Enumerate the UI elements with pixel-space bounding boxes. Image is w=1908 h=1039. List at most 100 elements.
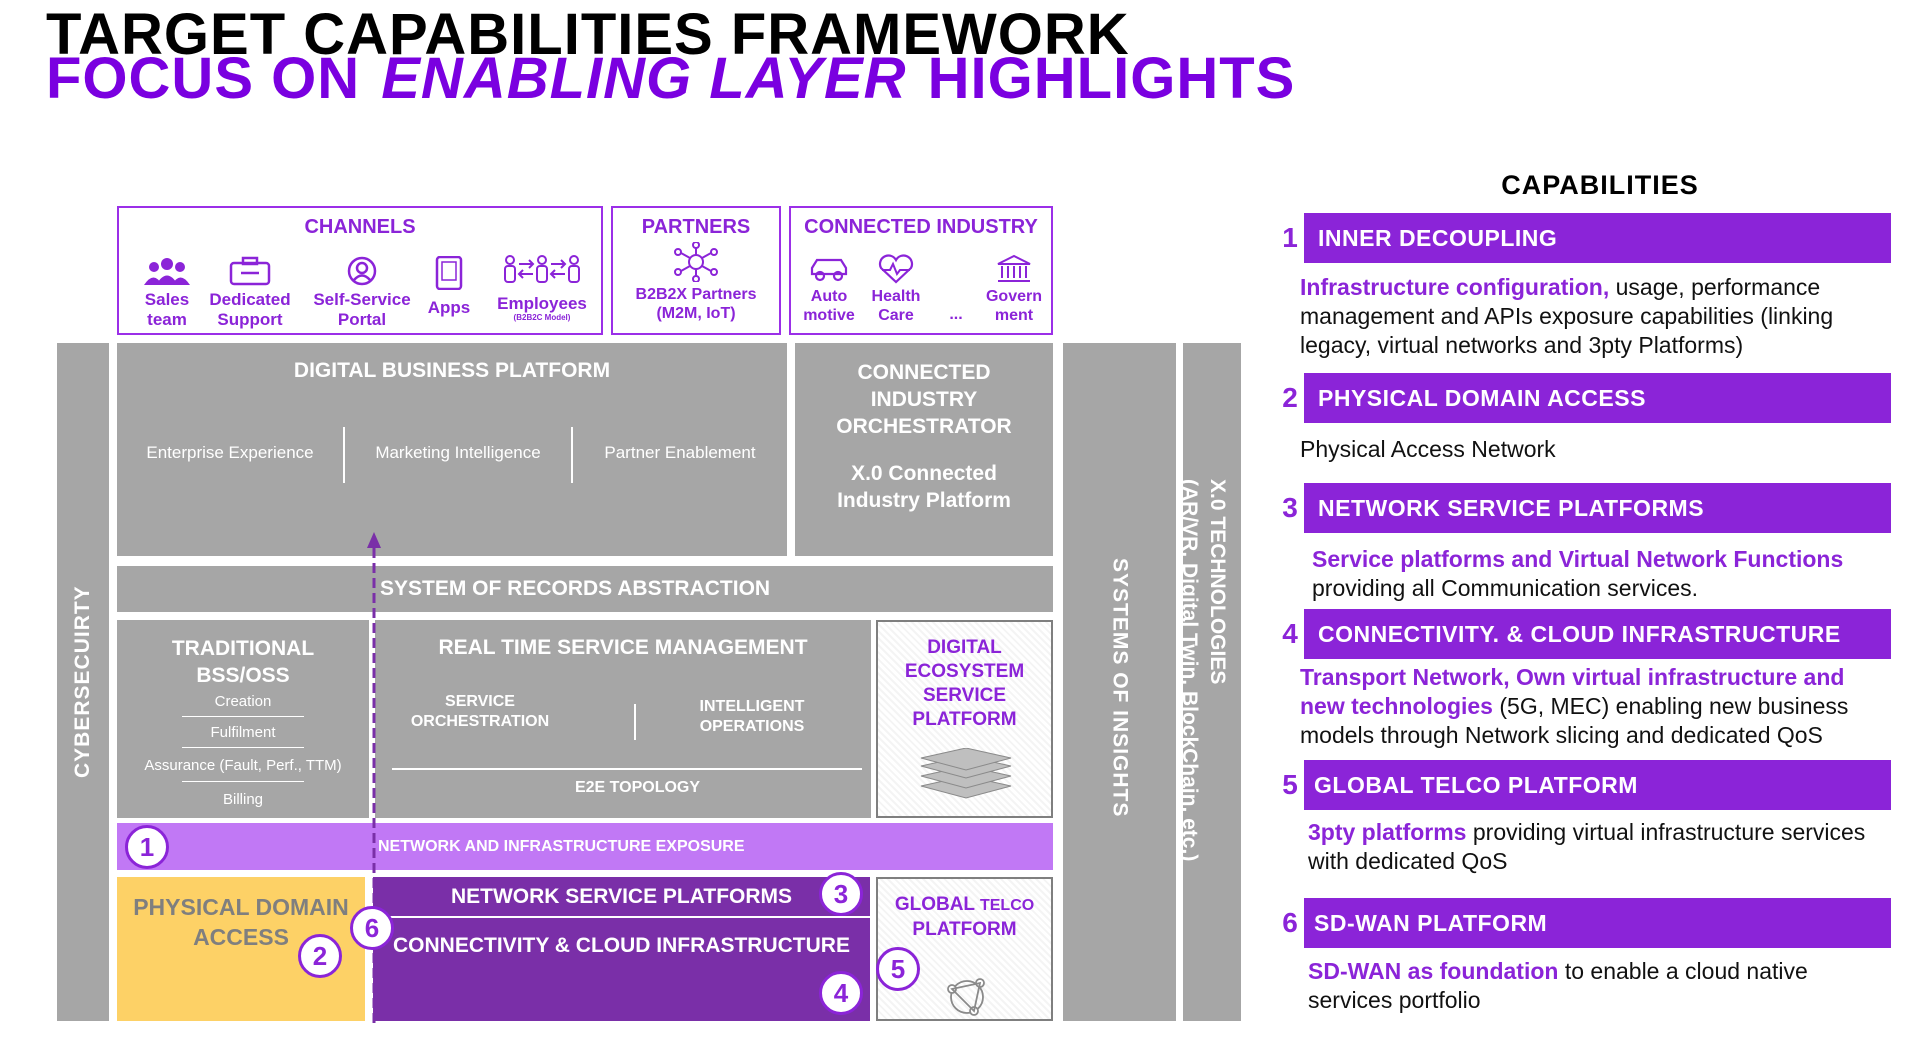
cap-desc-6: SD-WAN as foundation to enable a cloud n… [1308,957,1868,1015]
cap-rest-5: providing virtual infrastructure service… [1308,819,1866,874]
badge-5: 5 [876,947,920,991]
cap-num-6: 6 [1276,898,1304,948]
systems-of-insights: SYSTEMS OF INSIGHTS [1063,343,1176,1021]
cap-rest-2: Physical Access Network [1300,436,1556,462]
cap-num-4: 4 [1276,609,1304,659]
heart-pulse-icon [878,254,914,284]
title-line2: FOCUS ON ENABLING LAYER HIGHLIGHTS [46,50,1295,108]
bss-item: Fulfilment [210,724,276,741]
cap-bar-2 [1291,373,1891,423]
cap-num-1: 1 [1276,213,1304,263]
partners-item: B2B2X Partners (M2M, IoT) [618,242,774,324]
cap-title-2: PHYSICAL DOMAIN ACCESS [1318,385,1646,411]
badge-1: 1 [125,825,169,869]
cap-hl-4: Transport Network, Own virtual infrastru… [1300,664,1845,719]
channel-sales: Sales team [127,256,207,330]
title-line2-a: FOCUS ON [46,46,361,111]
cio-subtitle: X.0 Connected Industry Platform [837,462,1011,512]
traditional-bss-oss: TRADITIONAL BSS/OSS Creation Fulfilment … [117,620,369,818]
pda-label: PHYSICAL DOMAIN ACCESS [133,894,349,950]
cap-desc-1: Infrastructure configuration, usage, per… [1300,273,1890,360]
x0-technologies: X.0 TECHNOLOGIES (AR/VR, Digital Twin, B… [1178,343,1241,1021]
cap-title-4: CONNECTIVITY. & CLOUD INFRASTRUCTURE [1318,621,1841,647]
cap-hl-3: Service platforms and Virtual Network Fu… [1312,546,1844,572]
badge-6: 6 [350,906,394,950]
channel-label-support: Dedicated Support [209,290,291,330]
gtp-a: GLOBAL [894,894,975,915]
divider [571,427,573,483]
cybersecurity-column: CYBERSECUIRTY [57,343,109,1021]
partners-heading: PARTNERS [641,216,751,238]
channel-label-apps: Apps [427,298,471,317]
cap-num-2: 2 [1276,373,1304,423]
capabilities-heading: CAPABILITIES [1501,170,1699,200]
cci-label: CONNECTIVITY & CLOUD INFRASTRUCTURE [393,934,850,957]
channel-label-portal: Self-Service Portal [313,290,411,330]
connected-industry-orchestrator: CONNECTED INDUSTRY ORCHESTRATOR X.0 Conn… [795,343,1053,556]
sales-team-icon [144,258,190,285]
cap-title-3: NETWORK SERVICE PLATFORMS [1318,495,1705,521]
badge-3: 3 [819,872,863,916]
channels-box: CHANNELS Sales team Dedicated Support Se… [117,206,603,335]
network-infrastructure-exposure: NETWORK AND INFRASTRUCTURE EXPOSURE [117,823,1053,870]
real-time-service-management: REAL TIME SERVICE MANAGEMENT SERVICE ORC… [375,620,871,818]
badge-4: 4 [819,971,863,1015]
rtsm-bottom: E2E TOPOLOGY [574,779,701,796]
dbp-item: Enterprise Experience [146,443,314,462]
network-service-platforms: NETWORK SERVICE PLATFORMS [373,877,870,916]
stacked-layers-icon [920,748,1012,799]
bss-title: TRADITIONAL BSS/OSS [171,637,315,687]
physical-domain-access: PHYSICAL DOMAIN ACCESS [117,877,365,1021]
channel-support: Dedicated Support [195,256,305,330]
ci-gov: Govern ment [981,254,1047,326]
rtsm-left: SERVICE ORCHESTRATION [410,693,550,730]
ci-label-health: Health Care [871,288,921,324]
channel-label-employees: Employees [497,294,587,313]
dbp-title: DIGITAL BUSINESS PLATFORM [293,359,611,382]
cap-num-5: 5 [1276,760,1304,810]
cap-desc-3: Service platforms and Virtual Network Fu… [1312,545,1892,603]
cap-title-1: INNER DECOUPLING [1318,225,1558,251]
digital-business-platform: DIGITAL BUSINESS PLATFORM Enterprise Exp… [117,343,787,556]
badge-2: 2 [298,934,342,978]
cap-desc-5: 3pty platforms providing virtual infrast… [1308,818,1868,876]
desp-label: DIGITAL ECOSYSTEM SERVICE PLATFORM [904,637,1025,730]
connected-industry-heading: CONNECTED INDUSTRY [804,216,1038,238]
divider [182,747,304,748]
cap-title-5: GLOBAL TELCO PLATFORM [1314,772,1638,798]
connected-industry-box: CONNECTED INDUSTRY Auto motive Health Ca… [789,206,1053,335]
cap-desc-4: Transport Network, Own virtual infrastru… [1300,663,1890,750]
dbp-item: Marketing Intelligence [375,443,541,462]
channel-portal: Self-Service Portal [307,256,417,330]
nsp-label: NETWORK SERVICE PLATFORMS [450,885,793,908]
system-of-records-abstraction: SYSTEM OF RECORDS ABSTRACTION [117,566,1053,612]
employees-icon [504,255,580,283]
soi-label: SYSTEMS OF INSIGHTS [1108,558,1132,818]
cap-hl-1: Infrastructure configuration, [1300,274,1610,300]
gtp-c: PLATFORM [912,919,1017,940]
ci-label-gov: Govern ment [985,288,1042,324]
rtsm-right: INTELLIGENT OPERATIONS [699,698,805,735]
cap-desc-2: Physical Access Network [1300,435,1890,464]
x0-sub: (AR/VR, Digital Twin, BlockChain, etc.) [1178,479,1201,862]
divider [634,704,636,740]
dbp-items: Enterprise Experience Marketing Intellig… [117,427,787,483]
channel-apps: Apps [419,256,479,318]
ci-auto: Auto motive [797,254,861,326]
channel-employees-note: (B2B2C Model) [513,313,571,323]
cap-rest-6: to enable a cloud native services portfo… [1308,958,1808,1013]
gtp-b: TELCO [979,897,1035,914]
ci-label-auto: Auto motive [803,288,855,324]
cap-bar-6 [1291,898,1891,948]
cap-rest-1: usage, performance management and APIs e… [1300,274,1834,358]
channel-employees: Employees (B2B2C Model) [483,254,601,322]
dbp-item: Partner Enablement [604,443,756,462]
cap-num-3: 3 [1276,483,1304,533]
ci-ellipsis: ... [949,306,963,323]
cap-bar-1 [1291,213,1891,263]
connectivity-cloud-infrastructure: CONNECTIVITY & CLOUD INFRASTRUCTURE [373,918,870,1021]
rtsm-title: REAL TIME SERVICE MANAGEMENT [438,636,808,659]
cap-bar-3 [1291,483,1891,533]
cap-bar-4 [1291,609,1891,659]
cap-rest-4: (5G, MEC) enabling new business models t… [1300,693,1849,748]
